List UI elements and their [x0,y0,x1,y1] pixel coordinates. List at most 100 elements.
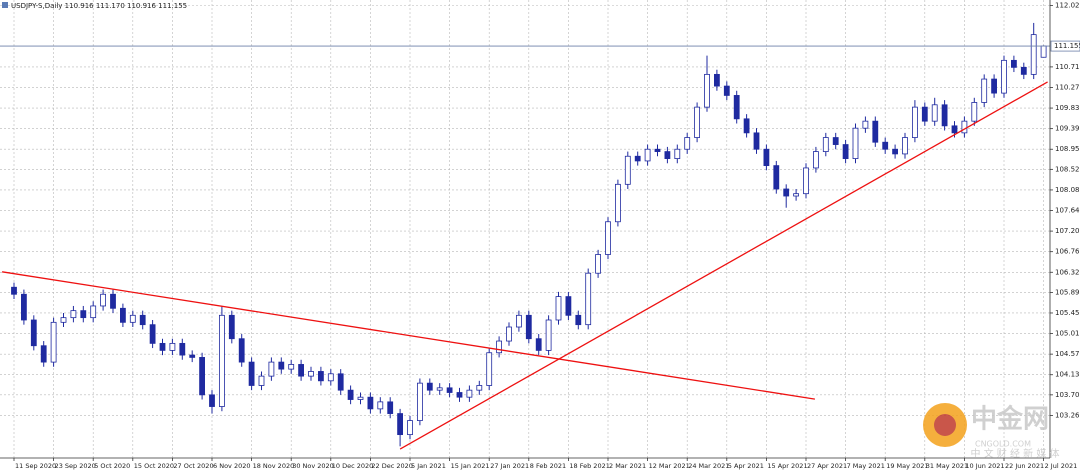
candle-body [822,137,829,152]
y-tick-label: 109.830 [1055,104,1080,112]
y-tick-label: 108.520 [1055,165,1080,173]
x-tick-label: 10 Dec 2020 [332,462,374,470]
candle-body [654,148,661,152]
candle-body [684,137,691,150]
candle-body [40,345,47,363]
candle-body [694,106,700,138]
x-tick-label: 18 Nov 2020 [253,462,295,470]
candle-body [238,338,245,363]
candle-body [486,352,493,386]
x-tick-label: 15 Apr 2021 [767,462,807,470]
y-tick-label: 106.320 [1055,268,1080,276]
x-tick-label: 5 Apr 2021 [728,462,764,470]
y-tick-label: 108.950 [1055,145,1080,153]
chart-title: USDJPY-S,Daily 110.916 111.170 110.916 1… [11,2,187,10]
watermark-icon [934,414,956,436]
candle-body [50,321,57,363]
candle-body [218,314,225,407]
candle-body [466,389,473,398]
candle-body [892,148,898,155]
x-tick-label: 8 Feb 2021 [530,462,566,470]
y-tick-label: 107.640 [1055,207,1080,215]
candle-body [228,314,235,340]
candle-body [20,293,27,321]
candle-body [664,151,671,159]
candle-body [704,73,710,108]
x-tick-label: 18 Feb 2021 [569,462,609,470]
candle-body [872,120,879,143]
y-tick-label: 103.260 [1055,411,1080,419]
candle-body [367,396,374,410]
watermark-site: CNGOLD.COM [975,440,1031,449]
candle-body [971,102,978,122]
x-tick-label: 2 Mar 2021 [609,462,646,470]
candle-body [308,371,314,377]
x-tick-label: 31 May 2021 [926,462,968,470]
candle-body [258,375,265,386]
candle-body [733,95,740,120]
candle-body [585,272,592,326]
candle-body [496,340,503,354]
candle-body [763,148,770,167]
candle-body [278,361,285,370]
candle-body [139,314,146,326]
candle-body [882,141,889,150]
candle-body [1011,59,1017,68]
y-tick-label: 105.450 [1055,309,1080,317]
candle-body [535,338,542,351]
candle-body [129,314,136,323]
x-tick-label: 23 Sep 2020 [55,462,96,470]
candle-body [862,120,869,129]
x-tick-label: 6 Nov 2020 [213,462,251,470]
candle-body [317,371,324,382]
symbol-icon [2,2,8,8]
candle-body [595,254,601,274]
x-tick-label: 2 Jul 2021 [1045,462,1078,470]
candle-body [209,394,215,407]
candle-body [347,389,354,400]
candle-body [268,361,275,377]
x-tick-label: 11 Sep 2020 [15,462,56,470]
candle-body [674,148,681,159]
candle-body [377,401,384,410]
candle-body [327,373,334,382]
candle-body [110,293,116,309]
candle-body [1040,45,1047,58]
candle-body [387,401,394,414]
candle-body [644,148,651,162]
candle-body [298,364,305,377]
candle-body [961,120,968,134]
x-tick-label: 19 May 2021 [886,462,928,470]
x-tick-label: 24 Mar 2021 [688,462,729,470]
candle-body [753,132,760,150]
candle-body [100,293,106,307]
y-tick-label: 106.760 [1055,248,1080,256]
candle-body [516,314,522,328]
y-tick-label: 110.270 [1055,83,1080,91]
candle-body [337,373,344,391]
x-tick-label: 15 Oct 2020 [134,462,174,470]
candle-body [743,118,750,134]
candle-body [803,167,809,195]
candle-body [1030,34,1037,75]
trend-line [1,271,816,400]
watermark-tagline: 中 文 财 经 新 媒 体 [970,447,1059,460]
candle-body [407,420,413,436]
candle-body [555,296,562,321]
candle-body [397,413,404,436]
candle-body [1020,66,1027,75]
x-tick-label: 22 Jun 2021 [1005,462,1044,470]
candle-body [506,326,512,342]
x-tick-label: 10 Jun 2021 [965,462,1004,470]
candle-body [159,342,166,351]
candle-body [436,387,443,391]
candle-body [70,310,77,319]
candle-body [981,78,988,103]
candle-body [189,354,196,358]
x-tick-label: 5 Oct 2020 [94,462,130,470]
x-tick-label: 15 Jan 2021 [451,462,490,470]
candle-body [426,382,433,391]
candle-body [842,144,849,159]
candle-body [773,165,780,190]
